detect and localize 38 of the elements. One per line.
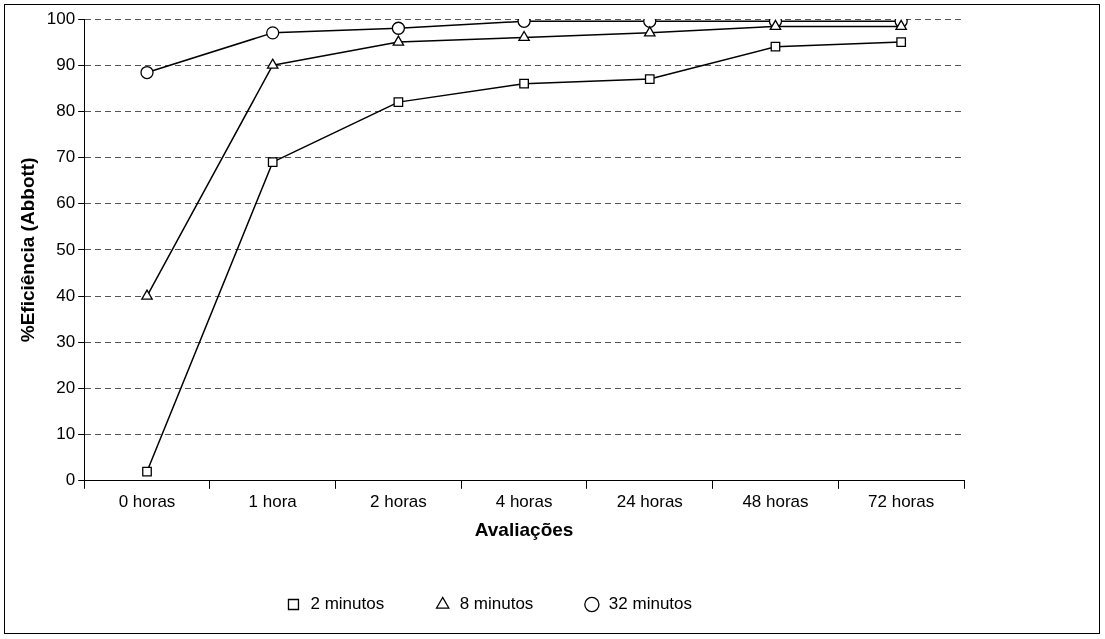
- y-tick-label: 60: [56, 193, 76, 213]
- x-tick-label: 2 horas: [370, 491, 427, 511]
- y-tick-label: 10: [56, 424, 76, 444]
- x-tick-label: 0 horas: [118, 491, 176, 511]
- y-axis-title: %Eficiência (Abbott): [16, 157, 38, 343]
- point: [896, 37, 907, 47]
- point: [266, 58, 279, 69]
- legend-label: 2 minutos: [310, 594, 385, 614]
- y-tick-label: 90: [56, 54, 76, 74]
- point: [266, 26, 280, 40]
- x-tick-label: 4 horas: [495, 491, 553, 511]
- y-tick-label: 70: [56, 147, 76, 167]
- point: [393, 97, 404, 108]
- x-tick-label: 72 horas: [868, 491, 935, 511]
- point: [518, 30, 530, 42]
- point: [142, 466, 152, 477]
- x-tick-label: 24 horas: [616, 491, 683, 511]
- point: [644, 74, 655, 84]
- x-tick-label: 1 hora: [248, 491, 298, 511]
- point: [141, 289, 153, 300]
- y-tick-label: 40: [56, 285, 76, 305]
- y-tick-label: 80: [56, 101, 76, 121]
- y-tick-label: 100: [46, 8, 76, 28]
- x-tick-label: 48 horas: [742, 491, 809, 511]
- y-tick-label: 0: [65, 470, 76, 490]
- point: [770, 41, 781, 52]
- y-tick-label: 30: [56, 331, 76, 351]
- point: [267, 157, 278, 168]
- point: [391, 21, 406, 35]
- legend-label: 8 minutos: [459, 594, 534, 614]
- point: [643, 26, 656, 37]
- y-tick-label: 50: [56, 239, 76, 259]
- point: [140, 65, 154, 80]
- point: [519, 78, 529, 89]
- x-axis-title: Avaliações: [474, 518, 574, 540]
- y-tick-label: 20: [56, 378, 76, 398]
- legend-label: 32 minutos: [608, 594, 693, 614]
- point: [392, 35, 405, 46]
